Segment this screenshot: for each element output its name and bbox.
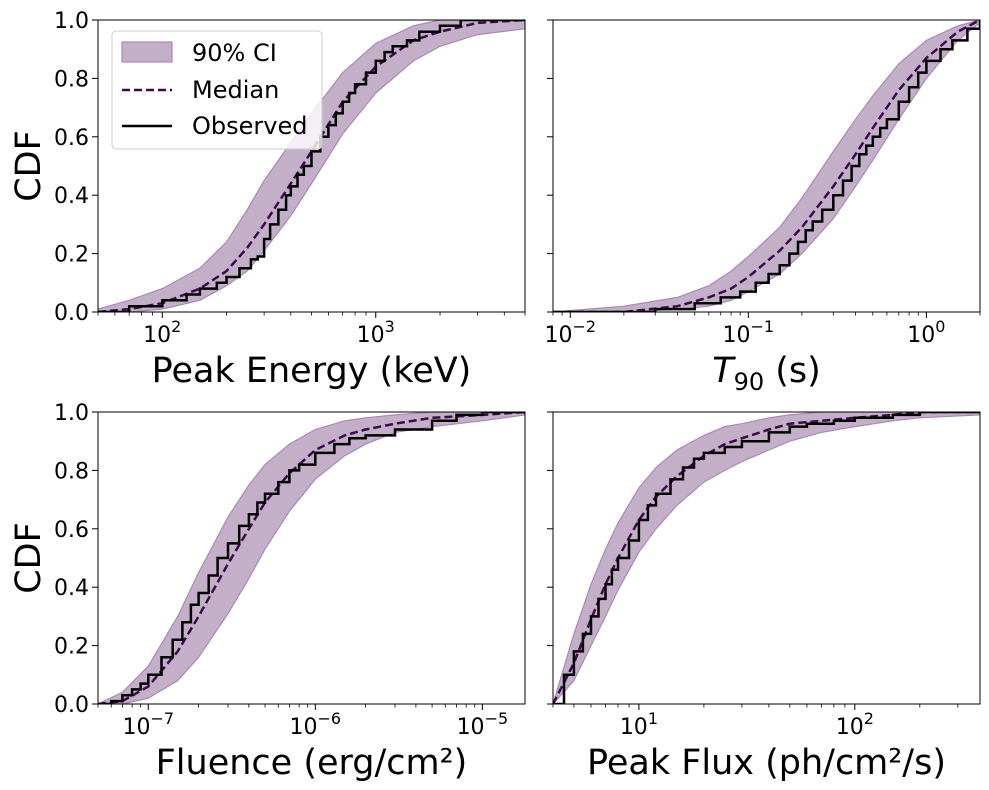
y-tick-label: 1.0: [54, 401, 89, 426]
x-tick-label: 101: [620, 709, 658, 740]
x-tick-label: 102: [836, 709, 874, 740]
y-tick-label: 0.2: [54, 243, 89, 268]
x-tick-label: 10−7: [122, 709, 174, 740]
ci-band: [553, 412, 980, 704]
x-tick-label: 103: [357, 317, 395, 348]
x-axis-title: Peak Energy (keV): [152, 351, 472, 391]
axes-frame: [552, 411, 981, 705]
y-tick-label: 0.2: [54, 635, 89, 660]
plot-area: [98, 20, 525, 312]
x-tick-label: 100: [907, 317, 945, 348]
x-tick-label: 10−5: [457, 709, 509, 740]
y-axis-title: CDF: [9, 522, 49, 594]
y-tick-label: 0.0: [54, 301, 89, 326]
observed-line: [98, 412, 525, 704]
x-axis-title: Fluence (erg/cm²): [156, 743, 468, 783]
y-axis-title: CDF: [9, 130, 49, 202]
y-tick-label: 0.4: [54, 576, 89, 601]
legend-ci-swatch: [121, 41, 173, 63]
axes-frame: [552, 19, 981, 313]
y-tick-label: 1.0: [54, 9, 89, 34]
ci-band: [553, 20, 980, 312]
x-tick-label: 10−2: [544, 317, 596, 348]
y-tick-label: 0.8: [54, 459, 89, 484]
y-tick-label: 0.6: [54, 126, 89, 151]
median-line: [553, 20, 980, 312]
plot-area: [553, 412, 980, 704]
legend-median-label: Median: [192, 76, 279, 104]
axes-frame: [97, 411, 526, 705]
observed-line: [553, 20, 980, 312]
median-line: [98, 20, 525, 312]
y-tick-label: 0.4: [54, 184, 89, 209]
chart-panel-2: 10−2 10−1 100 T90 (s): [544, 19, 981, 396]
x-axis-title: Peak Flux (ph/cm²/s): [587, 743, 946, 783]
plot-area: [553, 20, 980, 312]
ci-band: [98, 412, 525, 704]
x-tick-label: 10−1: [723, 317, 775, 348]
x-tick-label: 10−6: [290, 709, 342, 740]
observed-line: [553, 412, 980, 704]
plot-area: [98, 412, 525, 704]
y-tick-label: 0.0: [54, 693, 89, 718]
y-tick-label: 0.6: [54, 518, 89, 543]
legend: 90% CI Median Observed: [111, 30, 323, 150]
x-axis-title: T90 (s): [712, 351, 821, 396]
legend-observed-label: Observed: [192, 112, 307, 140]
y-tick-label: 0.8: [54, 67, 89, 92]
observed-line: [98, 20, 525, 312]
x-tick-label: 102: [143, 317, 181, 348]
legend-ci-label: 90% CI: [192, 39, 277, 67]
